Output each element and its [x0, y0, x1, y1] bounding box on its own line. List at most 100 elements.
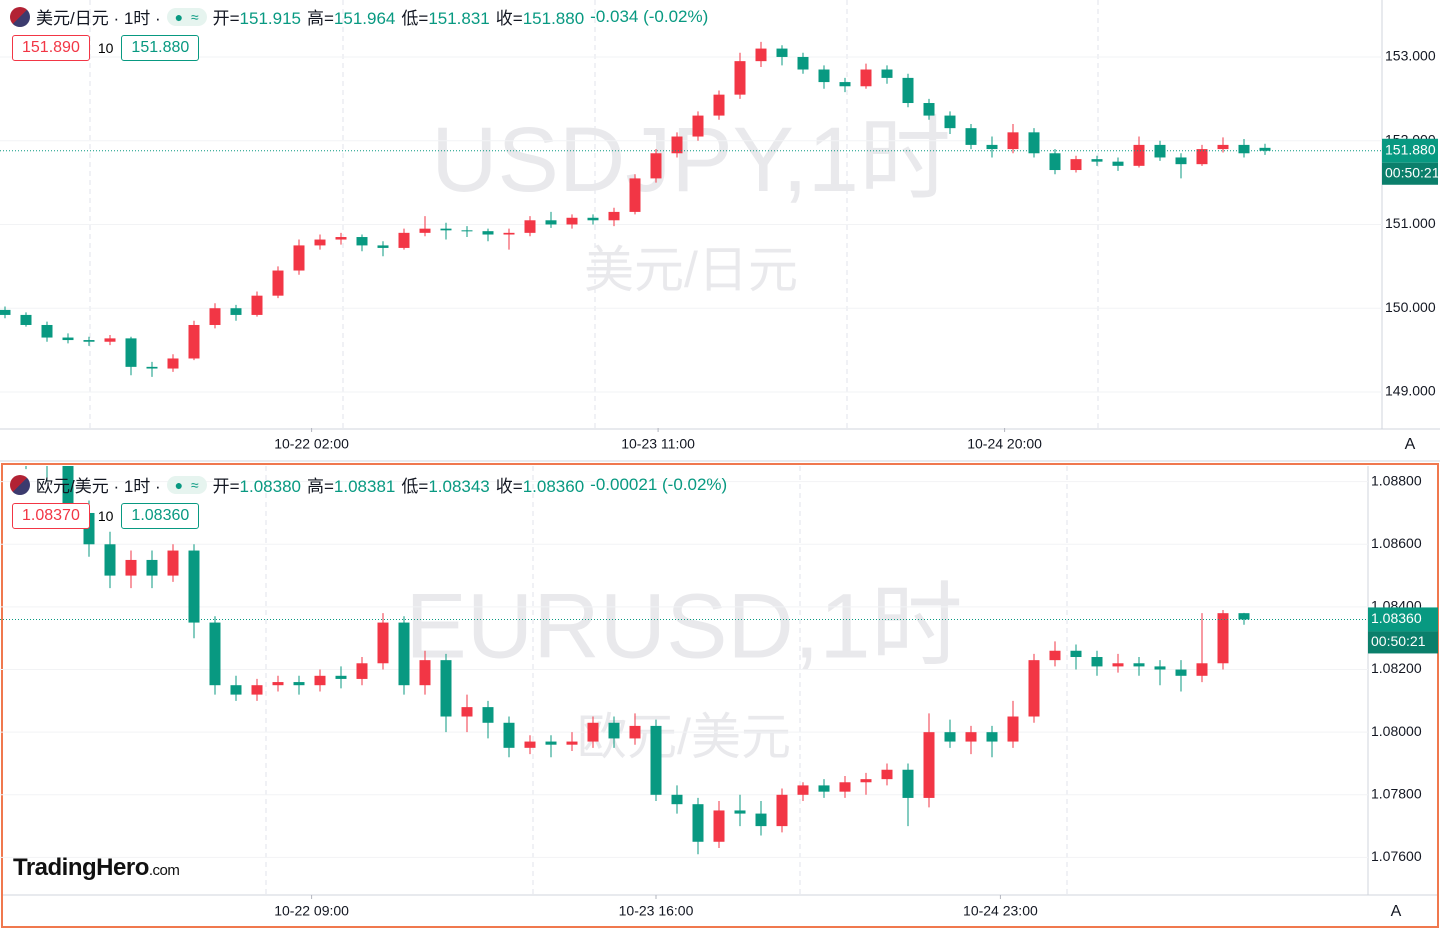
- countdown: 00:50:21: [1385, 164, 1440, 180]
- ohlc-stat-label: 高=: [306, 9, 334, 28]
- ohlc-stat-label: 低=: [401, 9, 429, 28]
- candle-body: [566, 217, 578, 225]
- candle-body: [1007, 132, 1019, 150]
- candle-body: [818, 785, 830, 792]
- watermark: USDJPY,1时: [431, 109, 951, 211]
- candle-body: [440, 228, 452, 231]
- candle-body: [1091, 159, 1103, 162]
- candle-body: [1154, 666, 1166, 670]
- symbol-title: 美元/日元 · 1时 ·: [36, 9, 161, 28]
- candle-body: [377, 245, 389, 248]
- candle-body: [167, 358, 179, 369]
- candle-body: [209, 622, 221, 686]
- spread: 10: [97, 40, 114, 56]
- candle-body: [146, 366, 158, 369]
- candle-body: [1091, 657, 1103, 667]
- ohlc-stat-label: 收=: [495, 477, 523, 496]
- candle-body: [797, 785, 809, 795]
- candle-body: [503, 232, 515, 235]
- candle-body: [839, 82, 851, 87]
- candle-body: [881, 769, 893, 780]
- candle-body: [965, 128, 977, 145]
- candle-body: [251, 685, 263, 695]
- candle-body: [902, 77, 914, 104]
- candle-body: [524, 220, 536, 233]
- last-price-label: 1.08360: [1371, 610, 1422, 626]
- candle-body: [104, 338, 116, 342]
- symbol-title: 欧元/美元 · 1时 ·: [36, 477, 161, 496]
- ohlc-stat-label: 开=: [212, 9, 240, 28]
- candle-body: [272, 270, 284, 296]
- buy-button[interactable]: 1.08360: [121, 503, 200, 529]
- countdown-box: [1382, 162, 1438, 185]
- candle-body: [797, 56, 809, 70]
- ohlc-stat-value: 1.08343: [428, 477, 490, 496]
- candle-body: [671, 136, 683, 154]
- candle-body: [1049, 153, 1061, 171]
- ohlc-stat: 开=151.915: [213, 4, 301, 29]
- ohlc-stat-label: 开=: [212, 477, 240, 496]
- candle-body: [776, 794, 788, 827]
- candle-body: [1133, 144, 1145, 166]
- candle-body: [62, 337, 74, 341]
- candle-body: [461, 230, 473, 232]
- candle-body: [923, 103, 935, 116]
- candle-body: [902, 769, 914, 798]
- candle-body: [944, 732, 956, 742]
- candle-body: [818, 69, 830, 83]
- last-price-box: [1382, 138, 1438, 163]
- ohlc-stat-label: 收=: [495, 9, 523, 28]
- watermark: EURUSD,1时: [405, 576, 962, 678]
- candle-body: [293, 245, 305, 271]
- sell-button[interactable]: 151.890: [12, 35, 90, 61]
- candle-body: [776, 48, 788, 57]
- candle-body: [755, 813, 767, 827]
- candle-body: [650, 153, 662, 179]
- ohlc-stat: 开=1.08380: [213, 472, 301, 497]
- candle-body: [734, 810, 746, 814]
- candle-body: [1007, 716, 1019, 742]
- candle-body: [377, 622, 389, 664]
- candle-body: [419, 660, 431, 686]
- y-tick-label: 1.07800: [1371, 785, 1422, 801]
- status-pill[interactable]: ● ≈: [166, 7, 207, 26]
- x-tick-label: 10-23 16:00: [619, 903, 694, 919]
- buy-button[interactable]: 151.880: [121, 35, 200, 61]
- candle-body: [272, 682, 284, 686]
- candle-body: [293, 682, 305, 686]
- candle-body: [1196, 149, 1208, 165]
- candle-body: [1154, 144, 1166, 158]
- legend-header: 美元/日元 · 1时 · ● ≈ 开=151.915 高=151.964 低=151.8…: [10, 4, 708, 29]
- y-tick-label: 153.000: [1385, 48, 1436, 64]
- x-tick-label: 10-23 11:00: [621, 436, 695, 452]
- candle-body: [608, 211, 620, 221]
- candles: [0, 41, 1271, 377]
- y-tick-label: 150.000: [1385, 299, 1436, 315]
- candle-body: [1049, 650, 1061, 661]
- candle-body: [230, 308, 242, 315]
- candle-body: [545, 741, 557, 745]
- ohlc-stat-label: 高=: [306, 477, 334, 496]
- spread: 10: [97, 508, 114, 524]
- axis-mode-button: A: [1405, 436, 1416, 453]
- ohlc-stat-value: 151.915: [239, 9, 301, 28]
- candle-body: [1133, 663, 1145, 667]
- symbol-flag: [10, 6, 30, 27]
- candle-body: [125, 338, 137, 367]
- x-tick-label: 10-24 20:00: [967, 436, 1042, 452]
- candle-body: [944, 115, 956, 129]
- candle-body: [629, 178, 641, 212]
- status-pill[interactable]: ● ≈: [166, 475, 207, 494]
- countdown-box: [1368, 631, 1438, 654]
- logo-name: TradingHero: [13, 854, 149, 881]
- sell-button[interactable]: 1.08370: [12, 503, 90, 529]
- candle-body: [335, 675, 347, 679]
- candle-body: [1070, 650, 1082, 658]
- candle-body: [398, 622, 410, 686]
- candle-body: [734, 61, 746, 95]
- candle-body: [1112, 161, 1124, 166]
- ohlc-stat-value: 151.880: [522, 9, 585, 28]
- candle-body: [482, 707, 494, 723]
- candle-body: [671, 794, 683, 805]
